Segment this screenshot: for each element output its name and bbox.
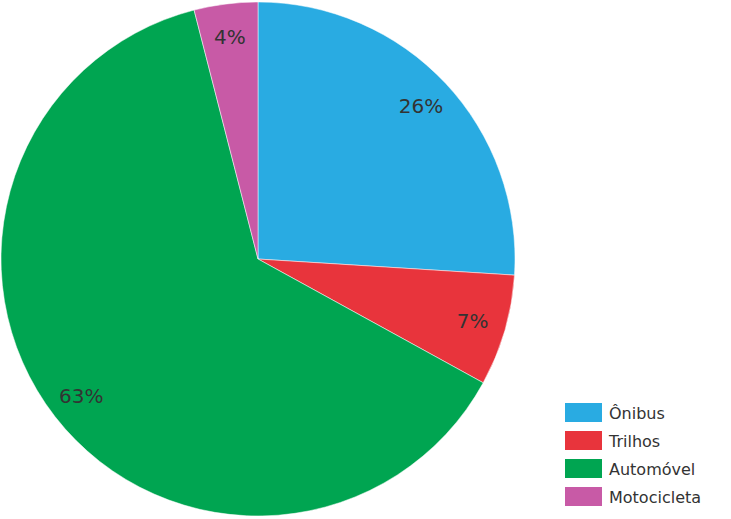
pie-slice <box>258 2 515 275</box>
legend-swatch <box>565 431 602 450</box>
chart: 26% 7% 63% 4% Ônibus Trilhos Automóvel Motocicl… <box>0 0 731 519</box>
data-label: 26% <box>399 94 443 118</box>
legend-item: Automóvel <box>565 459 695 479</box>
legend-item: Motocicleta <box>565 487 701 507</box>
legend-swatch <box>565 459 602 478</box>
data-label: 7% <box>457 309 489 333</box>
pie <box>1 2 515 516</box>
legend: Ônibus Trilhos Automóvel Motocicleta <box>565 403 701 507</box>
legend-label: Ônibus <box>609 404 665 423</box>
data-label: 4% <box>214 25 246 49</box>
pie-slice <box>194 2 258 259</box>
data-label: 63% <box>59 384 103 408</box>
legend-label: Automóvel <box>609 460 695 479</box>
legend-swatch <box>565 403 602 422</box>
legend-swatch <box>565 487 602 506</box>
data-labels: 26% 7% 63% 4% <box>59 25 488 408</box>
legend-label: Trilhos <box>608 432 660 451</box>
legend-item: Trilhos <box>565 431 660 451</box>
legend-label: Motocicleta <box>609 488 701 507</box>
legend-item: Ônibus <box>565 403 665 423</box>
